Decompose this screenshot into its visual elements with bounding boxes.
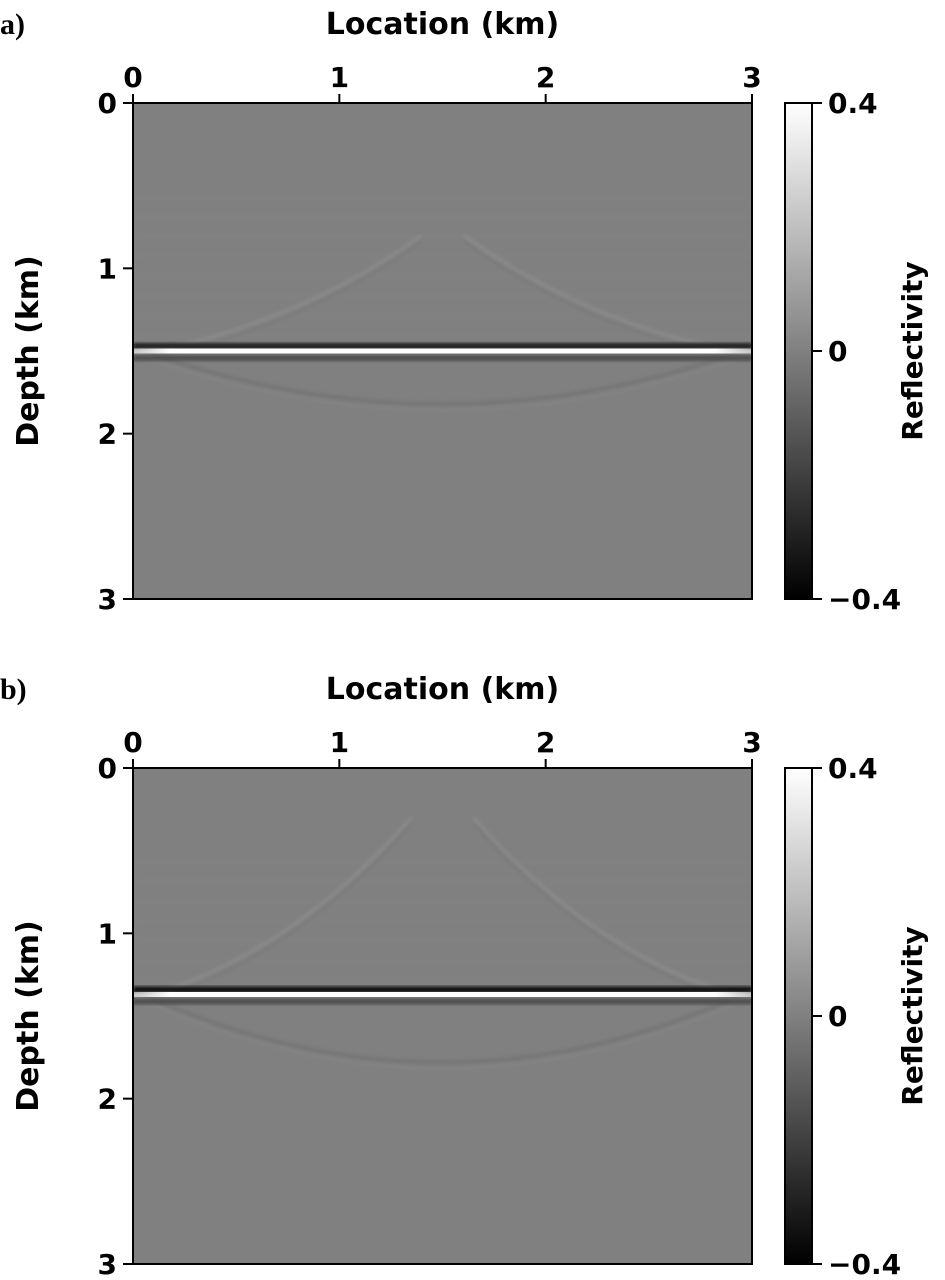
x-tick-label: 1 xyxy=(330,61,349,94)
colorbar xyxy=(784,102,813,600)
reflector-trough-above xyxy=(133,986,752,993)
x-tick-label: 2 xyxy=(536,61,555,94)
y-axis-label: Depth (km) xyxy=(11,255,46,447)
panel-b: b) 0 1 2 3 Location (km) 0 1 2 3 Depth (km) 0.4 0 −0.… xyxy=(0,672,929,1280)
reflector-trough-below xyxy=(133,998,752,1005)
colorbar-tick-label: 0.4 xyxy=(828,752,878,785)
artifact-migration-swing xyxy=(153,816,414,997)
colorbar-tick-label: −0.4 xyxy=(828,583,901,616)
noise-band xyxy=(133,898,752,905)
heatmap-background xyxy=(133,768,752,1264)
noise-band xyxy=(133,213,752,220)
y-tick-label: 2 xyxy=(98,418,117,451)
artifact-smile xyxy=(142,349,743,406)
noise-band xyxy=(133,273,752,280)
colorbar-tick-label: −0.4 xyxy=(828,1248,901,1280)
artifact-migration-swing xyxy=(471,816,732,997)
noise-band xyxy=(133,977,752,984)
noise-band xyxy=(133,193,752,200)
y-tick-label: 0 xyxy=(98,752,117,785)
colorbar-label: Reflectivity xyxy=(896,261,929,440)
colorbar xyxy=(784,767,813,1265)
noise-band xyxy=(133,253,752,260)
panel-a: a) 0 1 2 3 Location (km) 0 1 2 3 Depth (km) 0.4 0 −0.… xyxy=(0,7,929,616)
artifact-migration-swing xyxy=(461,233,732,353)
noise-band xyxy=(133,312,752,319)
y-tick-label: 1 xyxy=(98,252,117,285)
reflector-peak xyxy=(133,992,752,998)
x-axis-label: Location (km) xyxy=(326,7,559,42)
panel-label: a) xyxy=(0,8,25,41)
x-axis-label: Location (km) xyxy=(326,672,559,707)
artifact-smile-shadow xyxy=(142,999,743,1070)
x-tick-label: 3 xyxy=(742,726,761,759)
y-tick-label: 3 xyxy=(98,583,117,616)
y-tick-label: 2 xyxy=(98,1083,117,1116)
y-tick-label: 0 xyxy=(98,87,117,120)
artifact-smile-shadow xyxy=(142,356,743,411)
noise-band xyxy=(133,233,752,240)
noise-band xyxy=(133,878,752,885)
noise-band xyxy=(133,958,752,965)
x-tick-label: 0 xyxy=(123,61,142,94)
noise-band xyxy=(133,918,752,925)
colorbar-label: Reflectivity xyxy=(896,926,929,1105)
plot-frame xyxy=(132,102,753,600)
x-tick-label: 2 xyxy=(536,726,555,759)
colorbar-tick-label: 0 xyxy=(828,335,847,368)
noise-band xyxy=(133,858,752,865)
colorbar-tick-label: 0 xyxy=(828,1000,847,1033)
artifact-migration-swing xyxy=(153,233,424,353)
noise-band xyxy=(133,938,752,945)
heatmap-image xyxy=(133,103,752,599)
y-axis-label: Depth (km) xyxy=(11,920,46,1112)
x-tick-label: 1 xyxy=(330,726,349,759)
plot-frame xyxy=(132,767,753,1265)
artifact-smile xyxy=(142,992,743,1065)
x-tick-label: 3 xyxy=(742,61,761,94)
reflector-trough-below xyxy=(133,355,752,361)
x-tick-label: 0 xyxy=(123,726,142,759)
heatmap-image xyxy=(133,768,752,1264)
colorbar-tick-label: 0.4 xyxy=(828,87,878,120)
panel-label: b) xyxy=(0,673,27,706)
y-tick-label: 3 xyxy=(98,1248,117,1280)
y-tick-label: 1 xyxy=(98,917,117,950)
reflector-peak xyxy=(133,348,752,354)
reflector-trough-above xyxy=(133,343,752,349)
noise-band xyxy=(133,332,752,339)
noise-band xyxy=(133,293,752,300)
